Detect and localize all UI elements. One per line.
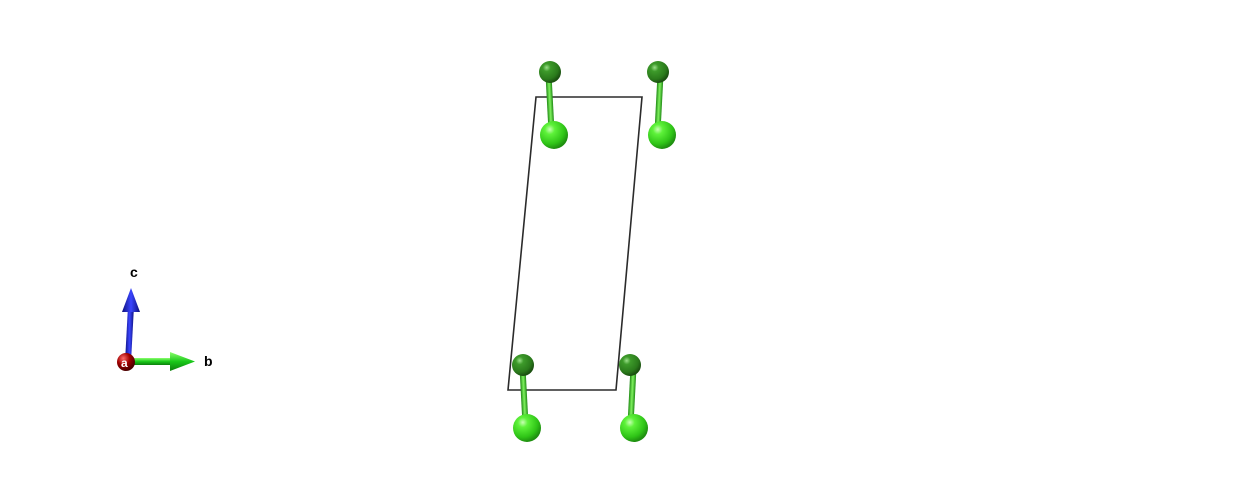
bond <box>654 71 664 135</box>
bond <box>545 71 555 135</box>
c-axis-arrow <box>122 288 140 362</box>
atom-dark[interactable] <box>619 354 641 376</box>
c-axis-label: c <box>130 264 138 280</box>
bond <box>627 364 637 428</box>
atom-light[interactable] <box>540 121 568 149</box>
atom-dark[interactable] <box>647 61 669 83</box>
atom-light[interactable] <box>620 414 648 442</box>
atom-light[interactable] <box>648 121 676 149</box>
a-axis-origin <box>117 353 135 371</box>
unit-cell-outline <box>507 96 643 391</box>
molecule-bottom-right[interactable] <box>619 354 648 442</box>
a-axis-label: a <box>121 356 128 370</box>
molecule-bottom-left[interactable] <box>512 354 541 442</box>
atom-dark[interactable] <box>539 61 561 83</box>
axis-triad: a b c <box>117 264 213 371</box>
b-axis-arrow <box>128 352 195 371</box>
molecule-top-right[interactable] <box>647 61 676 149</box>
bond <box>519 364 529 428</box>
atom-dark[interactable] <box>512 354 534 376</box>
atom-light[interactable] <box>513 414 541 442</box>
b-axis-label: b <box>204 353 213 369</box>
molecule-top-left[interactable] <box>539 61 568 149</box>
